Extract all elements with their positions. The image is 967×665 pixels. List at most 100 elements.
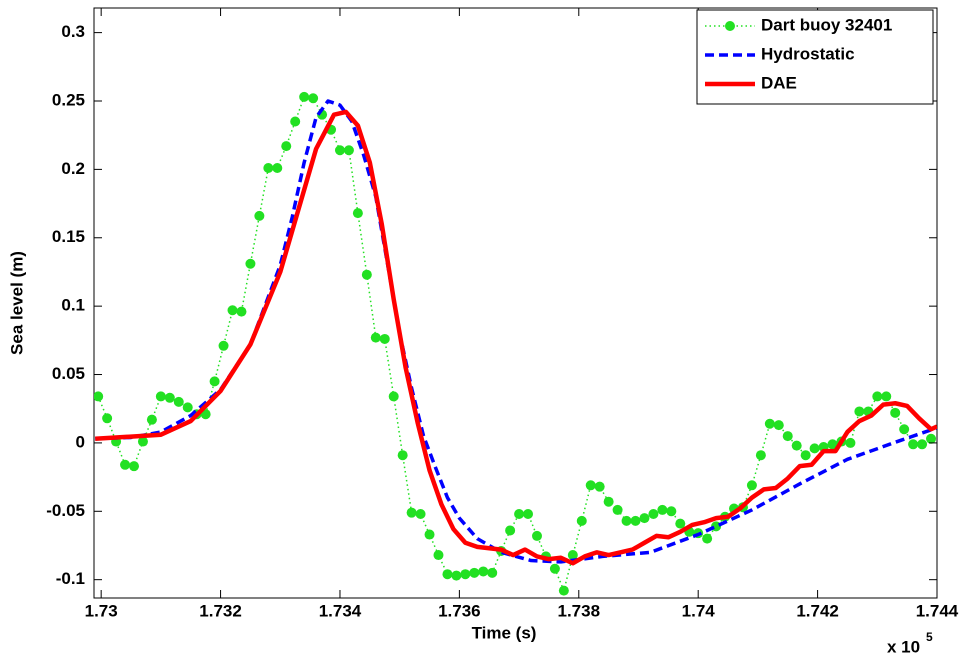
data-point [173,396,184,407]
y-tick-label: 0.1 [61,296,85,315]
data-point [549,563,560,574]
data-point [343,145,354,156]
data-point [263,163,274,174]
y-tick-label: 0.15 [52,227,85,246]
legend-box [696,9,934,105]
data-point [639,513,650,524]
data-point [94,391,104,402]
data-point [433,550,444,561]
data-point [773,420,784,431]
legend-label: DAE [761,73,797,92]
series-line [95,109,937,566]
data-point [406,507,417,518]
data-point [478,566,489,577]
x-tick-label: 1.73 [85,601,118,620]
legend-label: Dart buoy 32401 [761,15,892,34]
data-point [370,332,381,343]
data-point [361,269,372,280]
data-point [648,509,659,520]
data-point [854,406,865,417]
data-point [809,443,820,454]
data-point [523,509,534,520]
data-point [908,439,919,450]
data-point [657,504,668,515]
x-tick-label: 1.732 [199,601,242,620]
data-point [424,529,435,540]
data-point [290,116,301,127]
data-point [137,436,148,447]
data-point [415,509,426,520]
data-point [146,414,157,425]
data-point [254,210,265,221]
data-point [397,450,408,461]
data-point [451,570,462,581]
data-point [782,431,793,442]
x-exponent: 5 [926,630,933,644]
data-point [746,480,757,491]
data-point [334,145,345,156]
x-axis-label: Time (s) [472,623,537,642]
data-point [120,459,131,470]
data-point [630,515,641,526]
x-tick-label: 1.744 [916,601,959,620]
data-point [308,93,319,104]
data-layer [94,91,937,596]
data-point [917,439,928,450]
x-tick-label: 1.736 [438,601,481,620]
data-point [881,391,892,402]
data-point [469,567,480,578]
data-point [182,402,193,413]
data-point [800,450,811,461]
data-point [460,569,471,580]
data-point [845,437,856,448]
data-point [227,305,238,316]
data-point [899,424,910,435]
data-point [388,391,399,402]
data-point [585,480,596,491]
x-tick-label: 1.74 [682,601,716,620]
data-point [791,440,802,451]
data-point [567,550,578,561]
data-point [558,585,569,596]
data-point [129,461,140,472]
data-point [621,515,632,526]
y-tick-label: -0.1 [56,569,85,588]
series-line [97,96,932,592]
data-point [352,208,363,219]
y-tick-label: 0 [76,432,85,451]
data-point [245,258,256,269]
data-point [236,306,247,317]
data-point [379,333,390,344]
data-point [209,376,220,387]
data-point [675,518,686,529]
data-point [666,506,677,517]
plot-area [93,7,938,599]
data-point [594,481,605,492]
y-tick-label: 0.3 [61,22,85,41]
x-tick-label: 1.742 [796,601,839,620]
data-point [102,413,113,424]
data-point [872,391,883,402]
data-point [505,525,516,536]
legend-marker [725,21,735,31]
data-point [155,391,166,402]
data-point [487,567,498,578]
data-point [702,533,713,544]
data-point [218,340,229,351]
data-point [612,504,623,515]
data-point [603,496,614,507]
y-axis-label: Sea level (m) [7,251,26,355]
y-tick-label: 0.05 [52,364,85,383]
data-point [442,569,453,580]
data-point [755,450,766,461]
x-tick-label: 1.738 [558,601,601,620]
data-point [272,163,283,174]
legend-label: Hydrostatic [761,44,855,63]
y-tick-label: -0.05 [46,501,85,520]
x-tick-label: 1.734 [319,601,362,620]
y-tick-label: 0.2 [61,159,85,178]
data-point [299,91,310,102]
data-point [764,418,775,429]
data-point [281,141,292,152]
